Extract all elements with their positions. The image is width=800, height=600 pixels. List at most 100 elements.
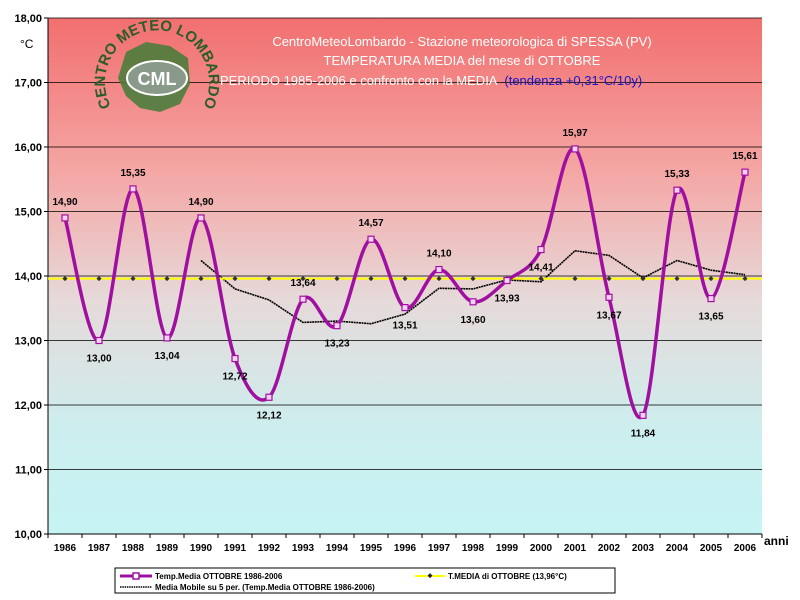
mean-marker	[334, 276, 340, 282]
x-tick-label: 1998	[462, 543, 485, 554]
temperature-marker	[367, 235, 375, 243]
x-tick-label: 1999	[496, 543, 519, 554]
temperature-marker	[265, 393, 273, 401]
mean-marker	[198, 276, 204, 282]
x-tick-label: 1990	[190, 543, 213, 554]
title-line-2: TEMPERATURA MEDIA del mese di OTTOBRE	[324, 53, 601, 68]
temperature-marker	[231, 354, 239, 363]
data-label: 15,97	[562, 128, 587, 139]
temperature-marker	[95, 336, 103, 345]
temperature-marker	[741, 168, 749, 176]
x-tick-label: 2001	[564, 543, 587, 554]
y-tick-label: 10,00	[14, 529, 42, 541]
temperature-marker	[469, 298, 477, 306]
mean-marker	[368, 276, 374, 282]
legend-box	[114, 567, 616, 594]
mean-marker	[742, 276, 748, 282]
y-tick-label: 12,00	[14, 400, 42, 412]
data-label: 12,12	[256, 410, 281, 421]
x-tick-label: 1992	[258, 543, 281, 554]
x-tick-label: 1997	[428, 543, 451, 554]
mean-marker	[130, 276, 136, 282]
temperature-marker	[163, 334, 171, 342]
x-tick-label: 1996	[394, 543, 417, 554]
data-label: 14,90	[52, 197, 77, 208]
title-line-1: CentroMeteoLombardo - Stazione meteorolo…	[272, 34, 651, 49]
x-tick-label: 2006	[734, 543, 757, 554]
legend-entry-moving-average: Media Mobile su 5 per. (Temp.Media OTTOB…	[120, 583, 375, 592]
y-tick-label: 17,00	[14, 78, 42, 90]
temperature-marker	[61, 214, 69, 222]
data-label: 14,10	[426, 249, 451, 260]
data-label: 13,60	[460, 315, 485, 326]
data-label: 13,64	[290, 278, 315, 289]
data-label: 13,51	[392, 321, 417, 332]
mean-marker	[300, 276, 306, 282]
trend-note: (tendenza +0,31°C/10y)	[504, 73, 642, 88]
mean-marker	[164, 276, 170, 282]
x-tick-label: 1991	[224, 543, 247, 554]
data-label: 13,04	[154, 351, 179, 362]
x-tick-label: 1986	[54, 543, 77, 554]
x-tick-label: 1994	[326, 543, 349, 554]
data-label: 12,72	[222, 372, 247, 383]
x-tick-label: 2002	[598, 543, 621, 554]
x-tick-label: 1995	[360, 543, 383, 554]
moving-average-line	[200, 249, 746, 325]
title-line-3: PERIODO 1985-2006 e confronto con la MED…	[220, 73, 642, 88]
y-axis-unit: °C	[20, 37, 34, 51]
mean-marker	[538, 276, 544, 282]
temperature-marker	[299, 295, 307, 303]
mean-marker	[470, 276, 476, 282]
y-tick-label: 15,00	[14, 207, 42, 219]
temperature-marker	[605, 293, 613, 301]
data-label: 15,35	[120, 168, 145, 179]
mean-marker	[232, 276, 238, 282]
temperature-marker	[571, 145, 579, 153]
legend: Temp.Media OTTOBRE 1986-2006 T.MEDIA di …	[114, 567, 616, 594]
temperature-marker	[401, 304, 409, 312]
chart-title: CentroMeteoLombardo - Stazione meteorolo…	[220, 34, 652, 88]
temperature-marker	[537, 245, 545, 254]
y-axis-ticks: 10,00 11,00 12,00 13,00 14,00 15,00 16,00 17,00…	[14, 13, 48, 541]
data-label: 14,57	[358, 218, 383, 229]
data-label: 13,00	[86, 354, 111, 365]
temperature-marker	[503, 276, 511, 285]
mean-marker	[266, 276, 272, 282]
x-tick-label: 2000	[530, 543, 553, 554]
legend-label-moving-average: Media Mobile su 5 per. (Temp.Media OTTOB…	[155, 583, 375, 592]
mean-marker	[572, 276, 578, 282]
temperature-marker	[435, 265, 443, 274]
x-axis-ticks: 1986 1987 1988 1989 1990 1991 1992 1993 1994 1995…	[47, 534, 763, 554]
temperature-marker	[333, 322, 341, 330]
temperature-marker	[129, 185, 137, 193]
data-label: 14,90	[188, 197, 213, 208]
data-label: 15,61	[732, 151, 757, 162]
x-tick-label: 2003	[632, 543, 655, 554]
y-tick-label: 11,00	[15, 465, 42, 477]
mean-marker	[640, 276, 646, 282]
legend-entry-mean: T.MEDIA di OTTOBRE (13,96°C)	[415, 572, 567, 581]
data-label: 13,67	[596, 310, 621, 321]
legend-entry-temp: Temp.Media OTTOBRE 1986-2006	[120, 572, 283, 581]
temperature-marker	[707, 294, 715, 303]
mean-marker	[708, 276, 714, 282]
temperature-markers	[61, 145, 749, 419]
logo-center-text: CML	[138, 69, 177, 89]
data-label: 13,23	[324, 339, 349, 350]
data-label: 13,93	[494, 294, 519, 305]
mean-marker	[402, 276, 408, 282]
temperature-marker	[673, 186, 681, 194]
data-labels: 14,90 13,00 15,35 13,04 14,90 12,72 12,12 13,64…	[52, 128, 757, 439]
mean-marker	[436, 276, 442, 282]
temperature-marker	[197, 214, 205, 222]
mean-marker	[674, 276, 680, 282]
temperature-marker	[639, 411, 647, 419]
y-tick-label: 16,00	[14, 142, 42, 154]
data-label: 14,41	[528, 263, 553, 274]
y-tick-label: 13,00	[14, 336, 42, 348]
x-tick-label: 1989	[156, 543, 179, 554]
x-tick-label: 1993	[292, 543, 315, 554]
